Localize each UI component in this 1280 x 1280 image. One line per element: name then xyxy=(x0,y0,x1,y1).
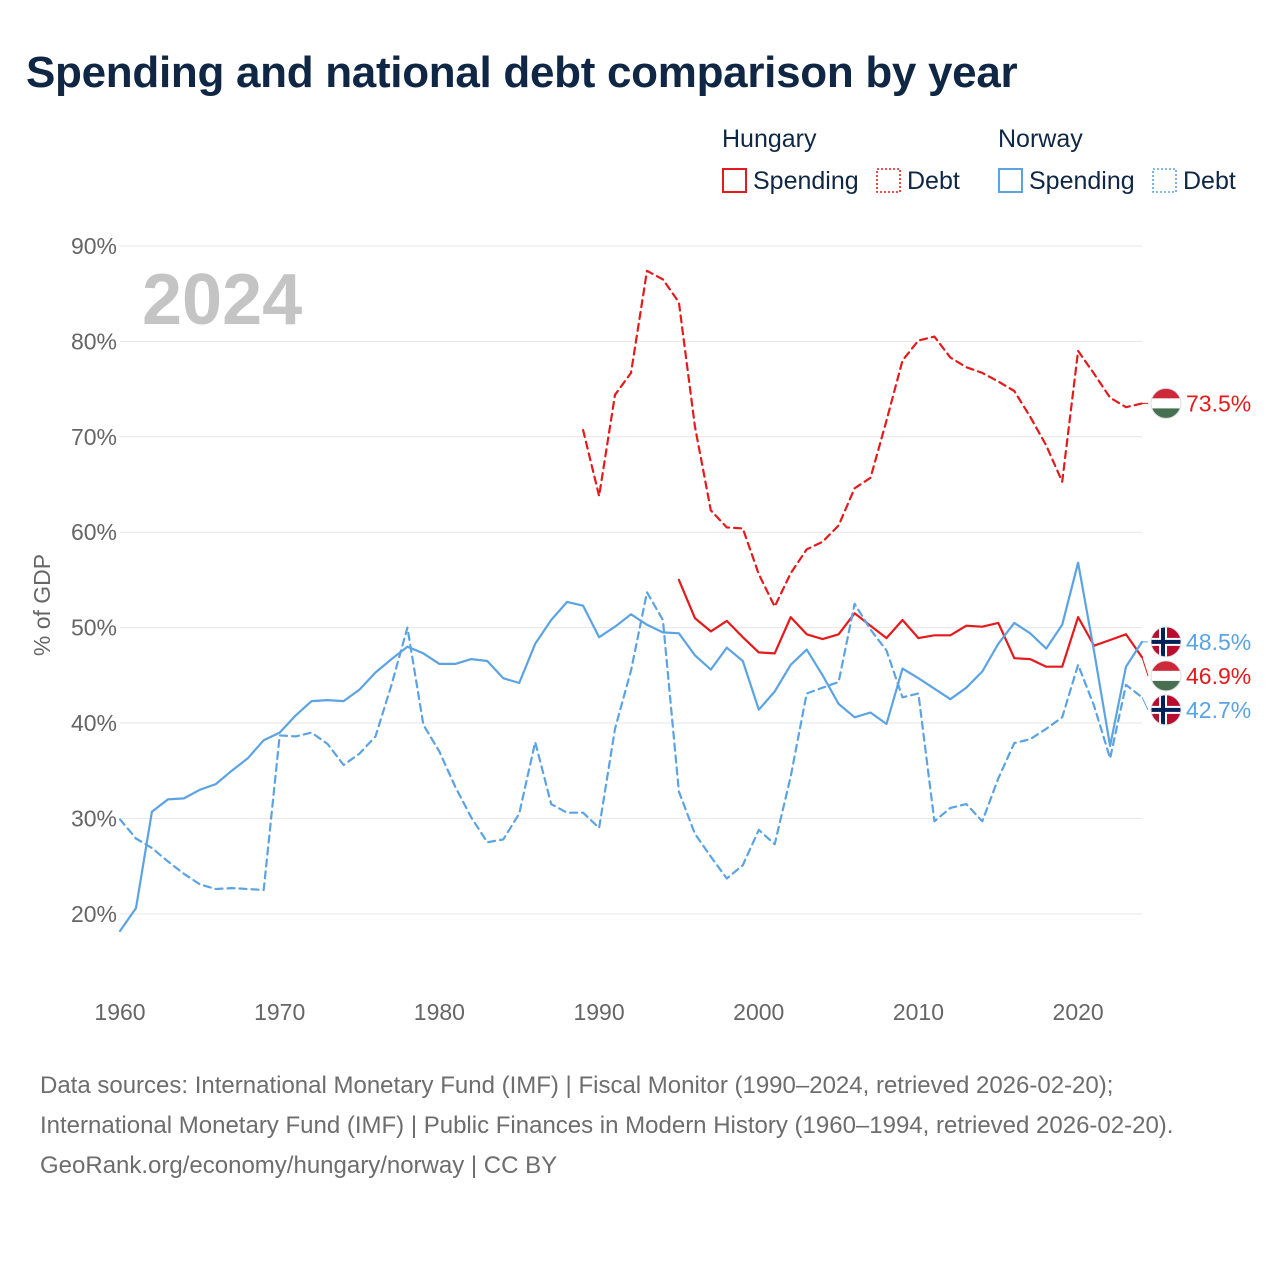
grid-lines xyxy=(120,245,1142,915)
legend-swatch-hungary-spending xyxy=(722,168,747,193)
year-watermark: 2024 xyxy=(142,260,302,340)
x-tick-label-1990: 1990 xyxy=(573,999,624,1025)
x-tick-label-1980: 1980 xyxy=(414,999,465,1025)
hungary-flag-icon xyxy=(1150,387,1182,419)
y-tick-label-30: 30% xyxy=(71,805,117,831)
y-axis-label: % of GDP xyxy=(29,554,55,656)
y-tick-label-70: 70% xyxy=(71,424,117,450)
series-lines xyxy=(118,269,1144,933)
series-line-norway-debt xyxy=(118,591,1144,892)
legend-group-norway: Norway xyxy=(998,125,1083,153)
line-chart: 2024 20%30%40%50%60%70%80%90% 1960 1970 19… xyxy=(29,125,1251,1025)
legend-swatch-norway-spending xyxy=(998,168,1023,193)
y-tick-label-60: 60% xyxy=(71,519,117,545)
y-tick-label-20: 20% xyxy=(71,901,117,927)
footer: Data sources: International Monetary Fun… xyxy=(40,1066,1240,1186)
y-tick-label-80: 80% xyxy=(71,328,117,354)
series-line-hungary-debt xyxy=(581,269,1144,608)
legend-label-norway-spending: Spending xyxy=(1029,167,1135,195)
x-tick-label-2000: 2000 xyxy=(733,999,784,1025)
y-tick-label-50: 50% xyxy=(71,615,117,641)
x-tick-label-2020: 2020 xyxy=(1053,999,1104,1025)
x-tick-label-1960: 1960 xyxy=(94,999,145,1025)
end-labels: 73.5% 48.5% 46.9% 42.7% xyxy=(1141,387,1251,726)
legend-label-hungary-debt: Debt xyxy=(907,167,960,195)
y-tick-label-40: 40% xyxy=(71,710,117,736)
data-sources: Data sources: International Monetary Fun… xyxy=(40,1072,1174,1139)
x-tick-label-2010: 2010 xyxy=(893,999,944,1025)
series-line-hungary-spending xyxy=(677,578,1144,668)
x-tick-label-1970: 1970 xyxy=(254,999,305,1025)
legend-group-hungary: Hungary xyxy=(722,125,817,153)
chart-title: Spending and national debt comparison by… xyxy=(26,48,1018,97)
end-label-connector xyxy=(1141,657,1149,677)
legend-label-norway-debt: Debt xyxy=(1183,167,1236,195)
end-label-connector xyxy=(1141,697,1149,711)
end-label-norway-debt: 42.7% xyxy=(1186,697,1251,723)
legend-swatch-hungary-debt xyxy=(876,168,901,193)
legend: Hungary Spending Debt Norway Spending Debt xyxy=(722,125,1236,195)
legend-label-hungary-spending: Spending xyxy=(753,167,859,195)
y-axis-ticks: 20% 30% 40% 50% 60% 70% 80% 90% xyxy=(71,233,117,927)
series-line-norway-spending xyxy=(118,561,1144,933)
hungary-flag-icon xyxy=(1150,660,1182,692)
y-tick-label-90: 90% xyxy=(71,233,117,259)
end-label-hungary-debt: 73.5% xyxy=(1186,390,1251,416)
end-label-norway-spending: 48.5% xyxy=(1186,629,1251,655)
norway-flag-icon xyxy=(1150,694,1182,726)
attribution-link[interactable]: GeoRank.org/economy/hungary/norway | CC … xyxy=(40,1152,558,1179)
x-axis-ticks: 1960 1970 1980 1990 2000 2010 2020 xyxy=(94,999,1103,1025)
legend-swatch-norway-debt xyxy=(1152,168,1177,193)
end-label-hungary-spending: 46.9% xyxy=(1186,663,1251,689)
norway-flag-icon xyxy=(1150,626,1182,658)
